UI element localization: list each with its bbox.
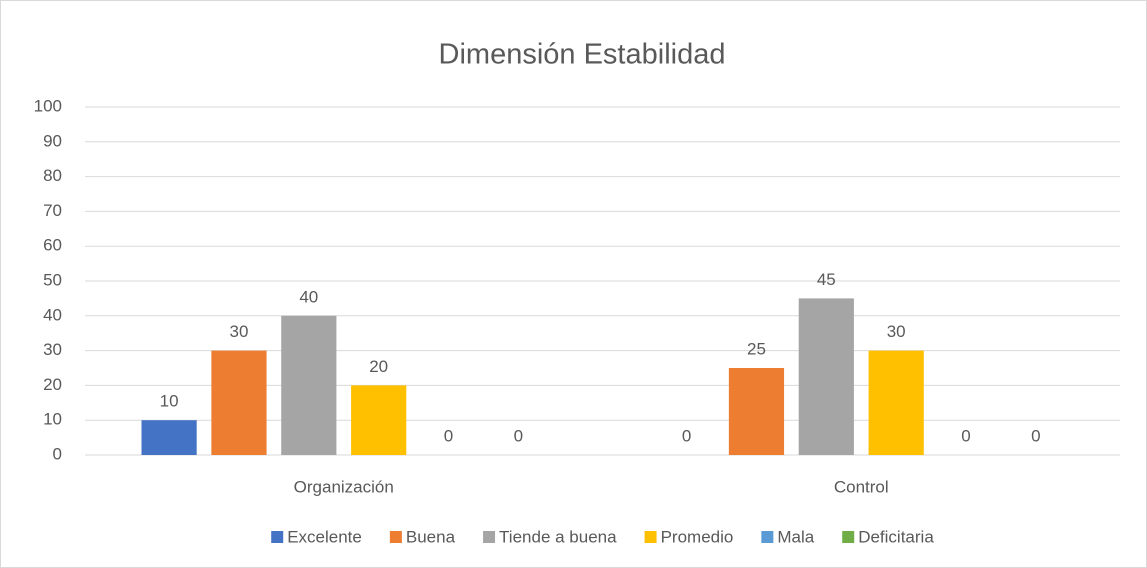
data-label: 0 [682, 426, 691, 445]
data-label: 0 [514, 426, 523, 445]
data-label: 10 [160, 392, 179, 411]
data-label: 0 [961, 426, 970, 445]
bar [281, 315, 337, 455]
data-label: 25 [747, 339, 766, 358]
y-tick-label: 70 [43, 201, 62, 220]
y-tick-label: 80 [43, 166, 62, 185]
legend-label: Excelente [287, 527, 362, 546]
y-tick-label: 100 [34, 96, 62, 115]
data-label: 30 [887, 322, 906, 341]
legend-swatch [842, 531, 855, 543]
bar [141, 420, 197, 455]
legend-label: Deficitaria [858, 527, 934, 546]
bar [351, 385, 407, 455]
data-label: 45 [817, 270, 836, 289]
legend-label: Promedio [661, 527, 734, 546]
y-tick-label: 90 [43, 131, 62, 150]
legend-label: Buena [406, 527, 456, 546]
data-label: 0 [444, 426, 453, 445]
bar [868, 350, 924, 455]
bar [211, 350, 267, 455]
legend-swatch [483, 531, 496, 543]
legend-swatch [761, 531, 774, 543]
data-label: 20 [369, 357, 388, 376]
y-tick-label: 10 [43, 410, 62, 429]
x-tick-label: Control [834, 477, 889, 496]
legend-swatch [271, 531, 284, 543]
bar [728, 368, 785, 455]
legend-label: Mala [777, 527, 814, 546]
y-tick-label: 30 [43, 340, 62, 359]
y-tick-label: 50 [43, 270, 62, 289]
y-tick-label: 20 [43, 375, 62, 394]
y-tick-label: 60 [43, 236, 62, 255]
bar [798, 298, 854, 455]
legend-swatch [389, 531, 402, 543]
chart-title: Dimensión Estabilidad [439, 39, 726, 71]
legend-swatch [644, 531, 657, 543]
y-tick-label: 40 [43, 305, 62, 324]
data-label: 30 [229, 322, 248, 341]
y-tick-label: 0 [53, 444, 62, 463]
legend-label: Tiende a buena [499, 527, 617, 546]
data-label: 40 [299, 287, 318, 306]
x-tick-label: Organización [294, 477, 394, 496]
data-label: 0 [1031, 426, 1040, 445]
